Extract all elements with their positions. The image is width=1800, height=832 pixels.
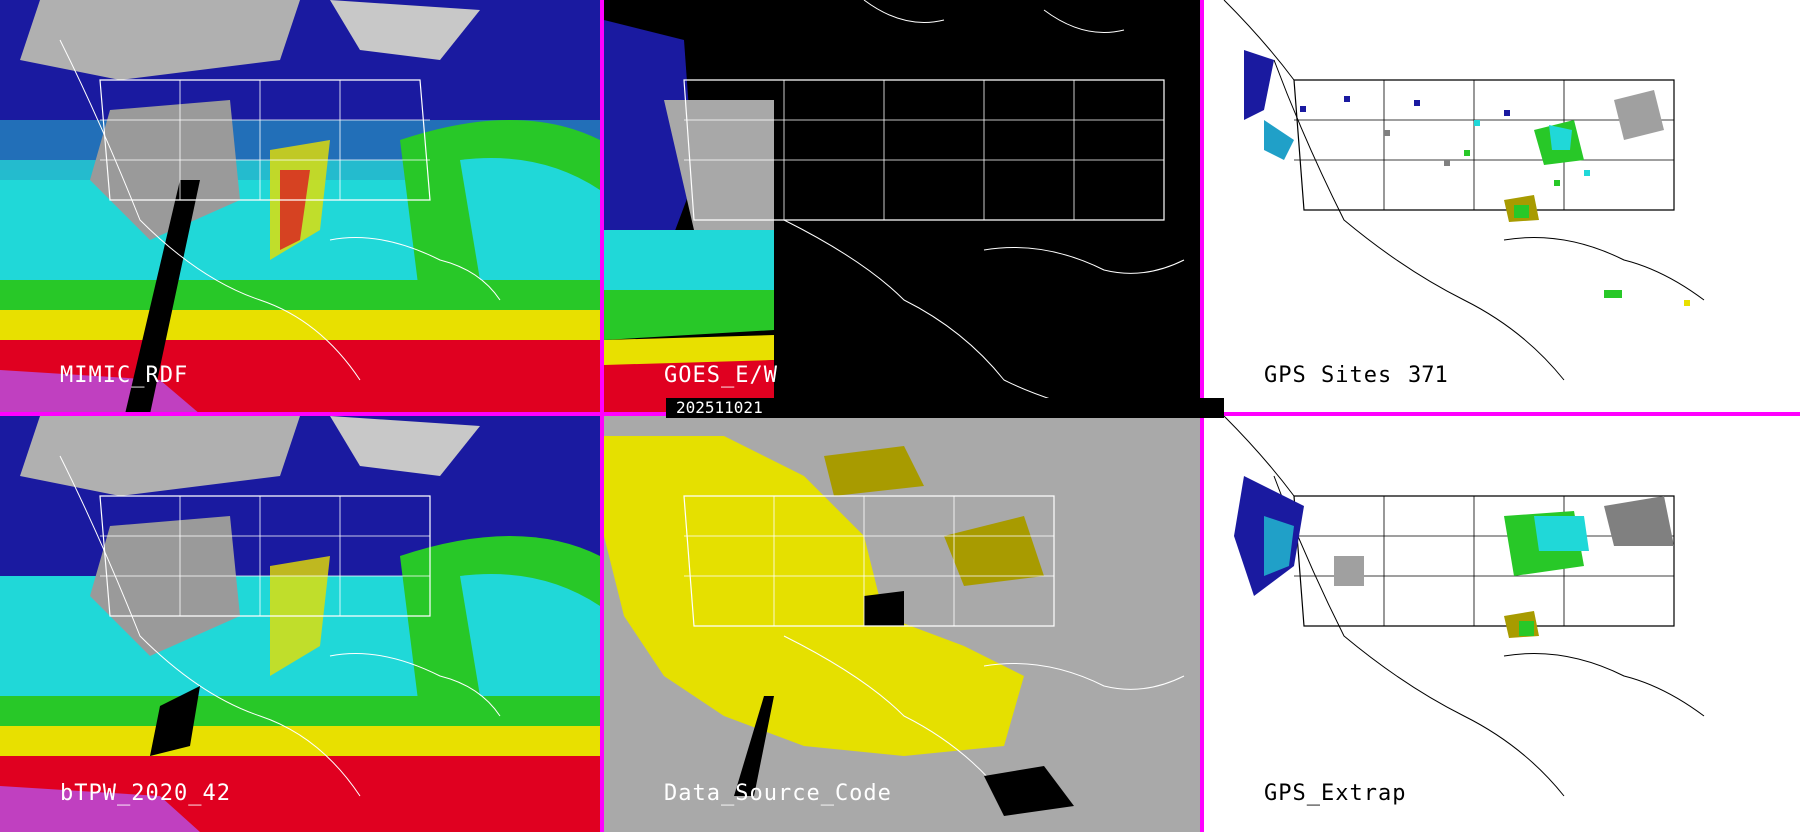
panel-goes-ew[interactable]: GOES_E/W xyxy=(604,0,1200,414)
panel-label: GOES_E/W xyxy=(664,363,778,388)
panel-mimic-rdf[interactable]: MIMIC_RDF xyxy=(0,0,600,414)
panel-gps-extrap[interactable]: GPS_Extrap xyxy=(1204,416,1800,832)
site-count: 371 xyxy=(1408,363,1448,388)
panel-label: MIMIC_RDF xyxy=(60,363,189,388)
panel-label: bTPW_2020_42 xyxy=(60,781,231,806)
goes-ew-map xyxy=(604,0,1200,414)
mimic-rdf-map xyxy=(0,0,600,414)
date-stamp: 202511021 xyxy=(666,398,1224,418)
gps-sites-map xyxy=(1204,0,1800,414)
panel-gps-sites[interactable]: GPS Sites 371 xyxy=(1204,0,1800,414)
panel-data-source-code[interactable]: Data_Source_Code xyxy=(604,416,1200,832)
gps-extrap-map xyxy=(1204,416,1800,832)
btpw-map xyxy=(0,416,600,832)
divider-vertical-left xyxy=(600,0,604,832)
panel-label: Data_Source_Code xyxy=(664,781,892,806)
data-source-map xyxy=(604,416,1200,832)
panel-btpw[interactable]: bTPW_2020_42 xyxy=(0,416,600,832)
panel-label: GPS Sites xyxy=(1264,363,1393,388)
panel-label: GPS_Extrap xyxy=(1264,781,1407,806)
